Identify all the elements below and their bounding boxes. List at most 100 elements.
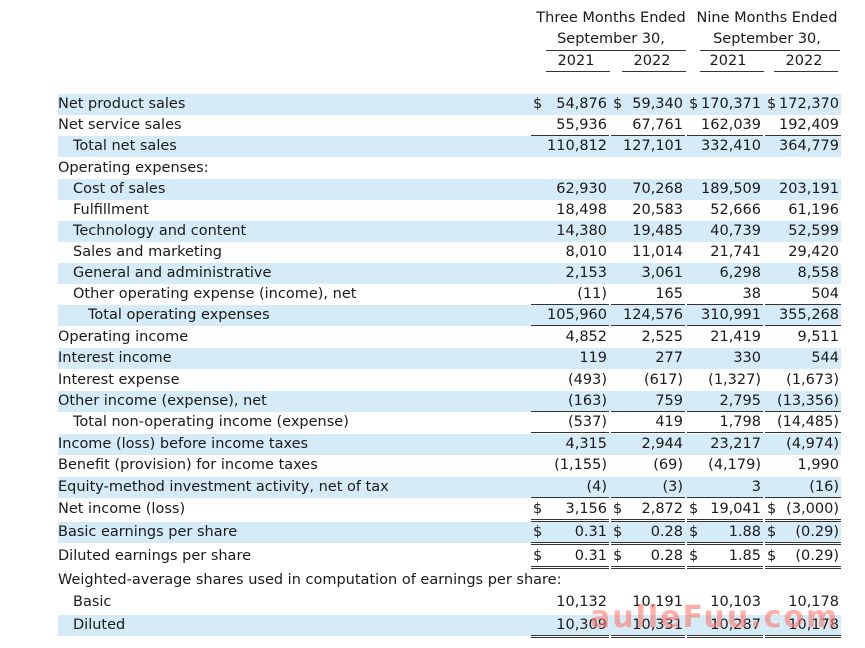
value-cell: (69)	[611, 455, 685, 475]
value-cell: 62,930	[531, 179, 609, 199]
value-cell: 1,990	[765, 455, 841, 475]
cell-value: (537)	[568, 414, 607, 430]
value-cell: 189,509	[687, 179, 763, 199]
table-row: Total non-operating income (expense) (537…	[58, 412, 841, 433]
cell-value: 1,990	[797, 457, 839, 473]
value-cell: 8,558	[765, 263, 841, 283]
cell-value: (3)	[662, 479, 683, 495]
value-cell: (1,327)	[687, 370, 763, 390]
table-row: Interest expense (493) (617) (1,327) (1,673)	[58, 370, 841, 391]
value-cell: (16)	[765, 477, 841, 498]
value-cell: (14,485)	[765, 412, 841, 433]
value-cell: $0.28	[611, 546, 685, 569]
cell-value: (3,000)	[786, 501, 839, 517]
cell-value: 9,511	[797, 329, 839, 345]
row-label: Net product sales	[58, 96, 186, 112]
cell-value: 21,741	[710, 244, 761, 260]
value-cell: $1.88	[687, 522, 763, 545]
header-year-rule	[546, 71, 610, 72]
cell-value: 3	[751, 479, 761, 495]
value-cell: (4)	[531, 477, 609, 498]
cell-value: 61,196	[788, 202, 839, 218]
value-cell: $ (0.29)	[765, 522, 841, 545]
table-row: Basic 10,132 10,191 10,103 10,178	[58, 592, 841, 613]
table-row: Other income (expense), net (163) 759 2,795…	[58, 391, 841, 412]
currency-symbol: $	[767, 501, 777, 517]
row-label: Fulfillment	[73, 202, 149, 218]
header-three-months-line2: September 30,	[557, 31, 665, 47]
table-row: General and administrative 2,153 3,061 6,29…	[58, 263, 841, 284]
row-label: Diluted	[73, 617, 126, 633]
cell-value: 11,014	[632, 244, 683, 260]
row-label: Equity-method investment activity, net o…	[58, 479, 389, 495]
cell-value: 189,509	[701, 181, 761, 197]
row-label: Total net sales	[73, 138, 177, 154]
cell-value: 330	[733, 350, 761, 366]
cell-value: 0.28	[650, 524, 683, 540]
header-nine-months-rule	[700, 50, 840, 51]
table-row: Cost of sales 62,930 70,268 189,509 203,191	[58, 179, 841, 200]
value-cell	[765, 158, 841, 178]
row-label: Technology and content	[73, 223, 247, 239]
value-cell: (537)	[531, 412, 609, 433]
cell-value: 544	[811, 350, 839, 366]
currency-symbol: $	[533, 501, 543, 517]
row-label: Diluted earnings per share	[58, 548, 252, 564]
value-cell: 1,798	[687, 412, 763, 433]
value-cell: $170,371	[687, 94, 763, 114]
value-cell: 3,061	[611, 263, 685, 283]
cell-value: (1,327)	[708, 372, 761, 388]
value-cell: (493)	[531, 370, 609, 390]
cell-value: 10,178	[788, 617, 839, 633]
table-row: Net product sales $54,876 $59,340 $170,371 $…	[58, 94, 841, 115]
table-row: Technology and content 14,380 19,485 40,739…	[58, 221, 841, 242]
value-cell: 23,217	[687, 434, 763, 454]
value-cell	[531, 570, 609, 590]
cell-value: 759	[655, 393, 683, 409]
value-cell	[611, 158, 685, 178]
currency-symbol: $	[613, 501, 623, 517]
value-cell: 332,410	[687, 136, 763, 156]
value-cell: (1,155)	[531, 455, 609, 475]
cell-value: 1,798	[719, 414, 761, 430]
currency-symbol: $	[533, 524, 543, 540]
cell-value: 20,583	[632, 202, 683, 218]
table-row: Sales and marketing 8,010 11,014 21,741 29,4…	[58, 242, 841, 263]
row-label: Interest income	[58, 350, 172, 366]
value-cell: (11)	[531, 284, 609, 305]
value-cell: 192,409	[765, 115, 841, 136]
cell-value: (0.29)	[795, 548, 839, 564]
cell-value: 23,217	[710, 436, 761, 452]
table-row: Income (loss) before income taxes 4,315 2,…	[58, 434, 841, 455]
cell-value: 332,410	[701, 138, 761, 154]
header-year-rule	[774, 71, 838, 72]
currency-symbol: $	[533, 548, 543, 564]
value-cell: $19,041	[687, 499, 763, 522]
cell-value: 1.85	[728, 548, 761, 564]
cell-value: 19,485	[632, 223, 683, 239]
cell-value: 10,287	[710, 617, 761, 633]
cell-value: 19,041	[710, 501, 761, 517]
value-cell: 124,576	[611, 305, 685, 326]
cell-value: 355,268	[779, 307, 839, 323]
value-cell: 21,741	[687, 242, 763, 262]
row-label: Interest expense	[58, 372, 180, 388]
cell-value: 124,576	[623, 307, 683, 323]
value-cell: $0.31	[531, 546, 609, 569]
value-cell: (163)	[531, 391, 609, 412]
cell-value: 14,380	[556, 223, 607, 239]
cell-value: 10,191	[632, 594, 683, 610]
value-cell: 105,960	[531, 305, 609, 326]
watermark-logo: aulleFuu.com	[590, 600, 840, 635]
row-label: General and administrative	[73, 265, 272, 281]
cell-value: (1,673)	[786, 372, 839, 388]
table-row: Diluted earnings per share $0.31 $0.28 $1.8…	[58, 546, 841, 569]
cell-value: 10,178	[788, 594, 839, 610]
value-cell: 29,420	[765, 242, 841, 262]
value-cell: 277	[611, 348, 685, 368]
cell-value: 67,761	[632, 117, 683, 133]
currency-symbol: $	[689, 524, 699, 540]
value-cell	[531, 158, 609, 178]
value-cell: $ (0.29)	[765, 546, 841, 569]
value-cell: 38	[687, 284, 763, 305]
